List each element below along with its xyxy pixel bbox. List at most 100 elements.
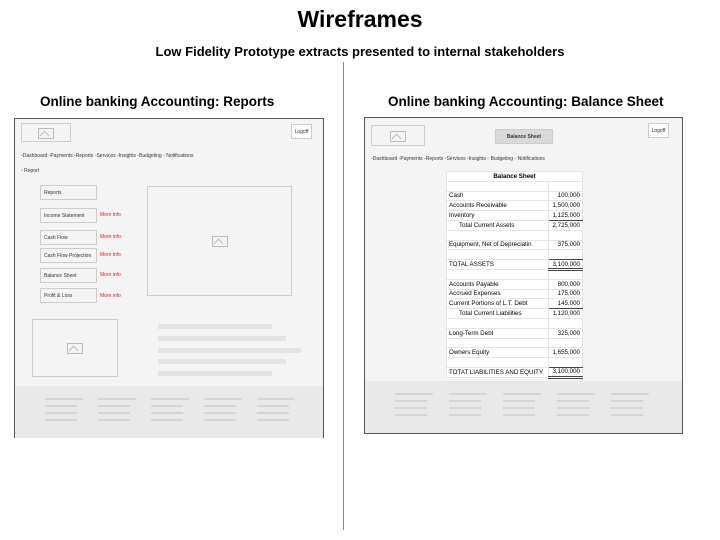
divider	[343, 62, 344, 530]
row-label: Accounts Payable	[445, 278, 550, 290]
more-info-link[interactable]: More info	[100, 293, 121, 299]
table-row: Current Portions of L.T. Debt 145,000	[445, 298, 583, 310]
breadcrumb[interactable]: ▫ Report	[21, 168, 40, 174]
logo-placeholder	[371, 125, 425, 146]
table-row: Total Current Liabilities 1,120,000	[445, 308, 583, 319]
header-title: Balance Sheet	[495, 129, 553, 144]
balance-sheet-wireframe: Balance Sheet Logoff ▫Dashboard ▫Payment…	[364, 117, 683, 434]
row-label: Equipment, Net of Depreciatin	[445, 239, 550, 251]
row-value: 175,000	[548, 288, 583, 300]
row-value: 145,000	[548, 298, 583, 310]
row-value: 325,000	[548, 327, 583, 339]
income-statement-button[interactable]: Income Statement	[40, 208, 97, 223]
row-label	[445, 268, 550, 280]
table-row	[445, 268, 583, 280]
row-label: Owners Equity	[445, 347, 550, 359]
table-row: Cash 100,000	[445, 190, 583, 202]
footer	[15, 386, 323, 438]
nav-menu[interactable]: ▫Dashboard ▫Payments ▫Reports ▫Services …	[371, 156, 545, 162]
row-label: Total Current Assets	[445, 219, 550, 231]
text-placeholder	[158, 359, 286, 364]
row-label: TOTAT LIABILITIES AND EQUITY	[445, 366, 550, 378]
table-row: Owners Equity 1,655,000	[445, 347, 583, 359]
text-placeholder	[158, 371, 272, 376]
row-value	[548, 229, 583, 241]
row-value: 1,120,000	[548, 308, 583, 319]
row-value: 3,100,000	[548, 366, 583, 379]
row-value: 800,000	[548, 278, 583, 290]
nav-menu[interactable]: ▫Dashboard ▫Payments ▫Reports ▫Services …	[21, 153, 194, 159]
table-row	[445, 357, 583, 368]
row-value	[548, 337, 583, 349]
table-row	[445, 249, 583, 261]
table-row	[445, 317, 583, 329]
balance-sheet-heading: Online banking Accounting: Balance Sheet	[388, 94, 664, 109]
row-value: 2,725,000	[548, 219, 583, 231]
reports-wireframe: Logoff ▫Dashboard ▫Payments ▫Reports ▫Se…	[14, 118, 324, 438]
cash-flow-projection-button[interactable]: Cash Flow Projection	[40, 248, 97, 263]
reports-heading: Online banking Accounting: Reports	[40, 94, 275, 109]
row-label	[445, 180, 550, 192]
table-row: Total Current Assets 2,725,000	[445, 219, 583, 231]
table-row	[445, 229, 583, 241]
row-value	[548, 268, 583, 280]
row-label: Cash	[445, 190, 550, 202]
table-row: TOTAL ASSETS 3,100,000	[445, 259, 583, 271]
row-value: 3,100,000	[548, 259, 583, 271]
row-label: Long-Term Debt	[445, 327, 550, 339]
image-icon	[390, 130, 406, 142]
table-row: Accrued Expenses 175,000	[445, 288, 583, 300]
page-title: Wireframes	[297, 6, 423, 32]
reports-button[interactable]: Reports	[40, 185, 97, 200]
cash-flow-button[interactable]: Cash Flow	[40, 230, 97, 245]
page-subtitle: Low Fidelity Prototype extracts presente…	[155, 44, 565, 59]
image-icon	[38, 127, 54, 139]
row-value: 375,000	[548, 239, 583, 251]
row-label	[445, 249, 550, 261]
row-label: Inventory	[445, 210, 550, 221]
row-label	[445, 357, 550, 368]
table-row	[445, 180, 583, 192]
row-label: Accounts Receivable	[445, 200, 550, 212]
table-row: Long-Term Debt 325,000	[445, 327, 583, 339]
footer	[365, 381, 682, 433]
image-icon	[67, 343, 83, 354]
profit-loss-button[interactable]: Profit & Loss	[40, 288, 97, 303]
table-row: Accounts Receivable 1,500,000	[445, 200, 583, 212]
text-placeholder	[158, 336, 286, 341]
text-placeholder	[158, 324, 272, 329]
row-label: Total Current Liabilities	[445, 308, 550, 319]
row-value	[548, 180, 583, 192]
table-row: Equipment, Net of Depreciatin 375,000	[445, 239, 583, 251]
logoff-button[interactable]: Logoff	[291, 124, 312, 139]
more-info-link[interactable]: More info	[100, 252, 121, 258]
balance-sheet-table: Balance Sheet Cash 100,000 Accounts Receiv…	[445, 171, 583, 379]
chart-placeholder	[147, 186, 292, 296]
row-value: 1,125,000	[548, 210, 583, 221]
row-label	[445, 317, 550, 329]
row-label: Current Portions of L.T. Debt	[445, 298, 550, 310]
more-info-link[interactable]: More info	[100, 272, 121, 278]
row-value	[548, 249, 583, 261]
row-value	[548, 357, 583, 368]
row-label	[445, 229, 550, 241]
image-placeholder	[32, 319, 118, 377]
row-label	[445, 337, 550, 349]
logo-placeholder	[21, 123, 71, 142]
table-row: Accounts Payable 800,000	[445, 278, 583, 290]
table-row: TOTAT LIABILITIES AND EQUITY 3,100,000	[445, 366, 583, 379]
table-title: Balance Sheet	[446, 171, 583, 182]
image-icon	[211, 236, 228, 247]
logoff-button[interactable]: Logoff	[648, 123, 669, 138]
more-info-link[interactable]: More info	[100, 234, 121, 240]
balance-sheet-button[interactable]: Balance Sheet	[40, 268, 97, 283]
row-label: Accrued Expenses	[445, 288, 550, 300]
row-value: 1,500,000	[548, 200, 583, 212]
text-placeholder	[158, 348, 301, 353]
more-info-link[interactable]: More info	[100, 212, 121, 218]
table-row: Inventory 1,125,000	[445, 210, 583, 221]
row-value: 100,000	[548, 190, 583, 202]
row-value: 1,655,000	[548, 347, 583, 359]
row-label: TOTAL ASSETS	[445, 259, 550, 270]
row-value	[548, 317, 583, 329]
